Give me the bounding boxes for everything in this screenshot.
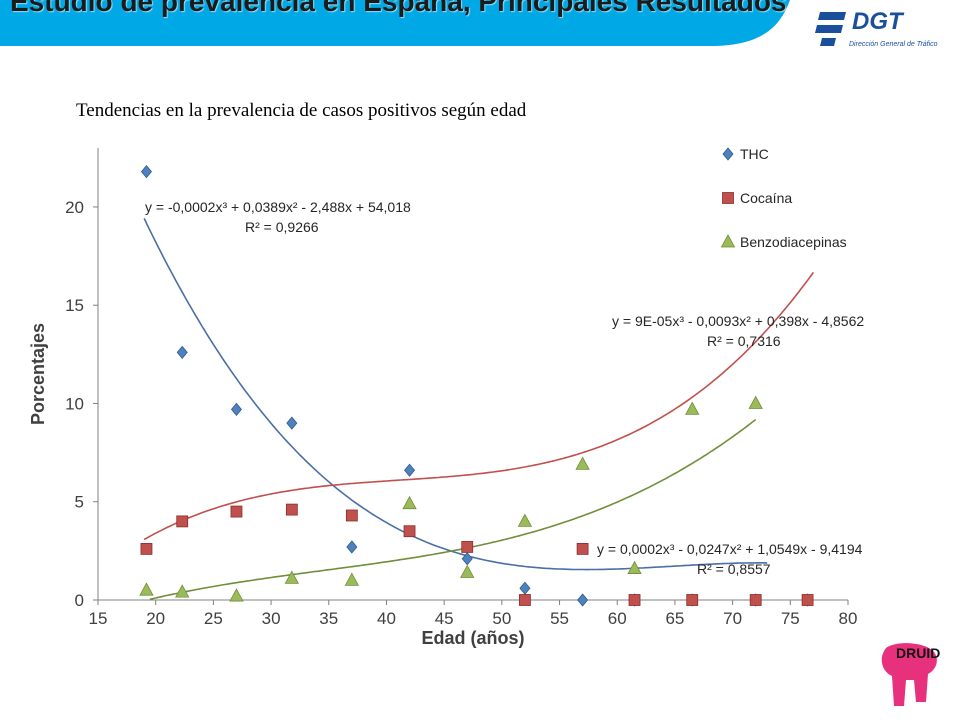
data-point-cocaína xyxy=(519,594,531,606)
data-point-benzodiacepinas xyxy=(685,401,700,415)
data-point-benzodiacepinas xyxy=(748,395,763,409)
trend-equation-benzodiacepinas: y = 9E-05x³ - 0,0093x² + 0,398x - 4,8562 xyxy=(612,313,864,329)
data-point-thc xyxy=(346,540,358,554)
chart-axes: 15 20 25 30 35 40 45 50 55 60 65 70 75 80 0 5 10 15 20 Edad… xyxy=(28,148,857,648)
y-tick-label: 5 xyxy=(75,493,84,512)
data-point-benzodiacepinas xyxy=(284,570,300,584)
data-point-benzodiacepinas xyxy=(517,513,533,527)
x-tick-label: 15 xyxy=(89,609,108,628)
dgt-logo-mark xyxy=(815,12,846,46)
data-point-cocaína xyxy=(628,594,641,606)
data-point-thc xyxy=(404,463,416,477)
y-axis-label: Porcentajes xyxy=(28,323,48,425)
chart-points xyxy=(139,164,814,607)
data-point-cocaína xyxy=(686,594,699,606)
druid-logo-mark xyxy=(881,643,937,706)
data-point-thc xyxy=(230,402,242,416)
x-tick-label: 25 xyxy=(204,609,223,628)
druid-logo-name: DRUID xyxy=(896,645,941,661)
legend-marker-benzodiacepinas xyxy=(720,234,736,248)
data-point-thc xyxy=(176,345,188,360)
trend-r2-cocaína: R² = 0,8557 xyxy=(697,561,771,577)
trendline-thc xyxy=(143,218,768,571)
data-point-cocaína xyxy=(285,503,298,516)
legend-marker-cocaína xyxy=(722,192,734,204)
data-point-benzodiacepinas xyxy=(627,560,642,574)
data-point-cocaína xyxy=(176,515,189,528)
data-point-benzodiacepinas xyxy=(139,582,154,596)
x-tick-label: 55 xyxy=(550,609,569,628)
x-tick-label: 30 xyxy=(262,609,281,628)
trend-r2-thc: R² = 0,9266 xyxy=(245,219,319,235)
data-point-cocaína xyxy=(230,505,243,518)
x-tick-label: 45 xyxy=(435,609,454,628)
data-point-thc xyxy=(140,164,152,179)
y-tick-label: 10 xyxy=(65,394,84,413)
y-tick-label: 20 xyxy=(65,198,84,217)
chart-equations: y = -0,0002x³ + 0,0389x² - 2,488x + 54,0… xyxy=(145,199,864,577)
data-point-benzodiacepinas xyxy=(229,588,244,602)
data-point-benzodiacepinas xyxy=(175,584,190,598)
data-point-benzodiacepinas xyxy=(460,564,475,578)
x-tick-label: 80 xyxy=(839,609,858,628)
x-tick-label: 20 xyxy=(146,609,165,628)
chart-trendlines xyxy=(143,218,815,601)
data-point-cocaína xyxy=(403,525,416,538)
legend-marker-thc xyxy=(722,147,734,161)
x-tick-label: 50 xyxy=(492,609,511,628)
data-point-cocaína xyxy=(801,594,814,606)
chart-subtitle: Tendencias en la prevalencia de casos po… xyxy=(76,100,527,121)
data-point-thc xyxy=(286,416,298,430)
data-point-benzodiacepinas xyxy=(344,572,360,586)
x-tick-label: 65 xyxy=(665,609,684,628)
y-tick-label: 0 xyxy=(75,591,84,610)
druid-logo xyxy=(881,643,937,706)
data-point-cocaína xyxy=(345,509,358,522)
banner-shape xyxy=(0,0,790,46)
dgt-logo xyxy=(815,12,846,46)
legend-label-thc: THC xyxy=(740,146,769,162)
trend-equation-cocaína: y = 0,0002x³ - 0,0247x² + 1,0549x - 9,41… xyxy=(597,541,863,557)
x-tick-label: 75 xyxy=(781,609,800,628)
trendline-cocaína xyxy=(143,271,815,541)
prevalence-chart: 15 20 25 30 35 40 45 50 55 60 65 70 75 80 0 5 10 15 20 Edad… xyxy=(28,146,864,648)
legend-label-cocaína: Cocaína xyxy=(740,190,792,206)
trend-equation-thc: y = -0,0002x³ + 0,0389x² - 2,488x + 54,0… xyxy=(145,199,411,215)
trend-r2-benzodiacepinas: R² = 0,7316 xyxy=(707,333,781,349)
x-tick-label: 35 xyxy=(319,609,338,628)
x-tick-label: 70 xyxy=(723,609,742,628)
x-tick-label: 40 xyxy=(377,609,396,628)
chart-legend: THC Cocaína Benzodiacepinas xyxy=(720,146,847,250)
data-point-cocaína xyxy=(140,543,153,555)
data-point-thc xyxy=(577,593,589,607)
slide-title: Estudio de prevalencia en España, Princi… xyxy=(10,0,787,17)
data-point-benzodiacepinas xyxy=(575,456,590,470)
data-point-thc xyxy=(519,581,531,595)
data-point-cocaína xyxy=(461,541,474,553)
dgt-logo-name: DGT xyxy=(852,8,903,35)
x-tick-label: 60 xyxy=(608,609,627,628)
data-point-cocaína xyxy=(576,543,589,555)
x-axis-label: Edad (años) xyxy=(421,628,524,648)
dgt-logo-subtitle: Dirección General de Tráfico xyxy=(849,41,938,48)
legend-label-benzodiacepinas: Benzodiacepinas xyxy=(740,234,847,250)
trendline-benzodiacepinas xyxy=(149,418,757,601)
data-point-benzodiacepinas xyxy=(402,495,417,510)
y-tick-label: 15 xyxy=(65,296,84,315)
data-point-cocaína xyxy=(749,594,762,606)
header-banner xyxy=(0,0,790,46)
